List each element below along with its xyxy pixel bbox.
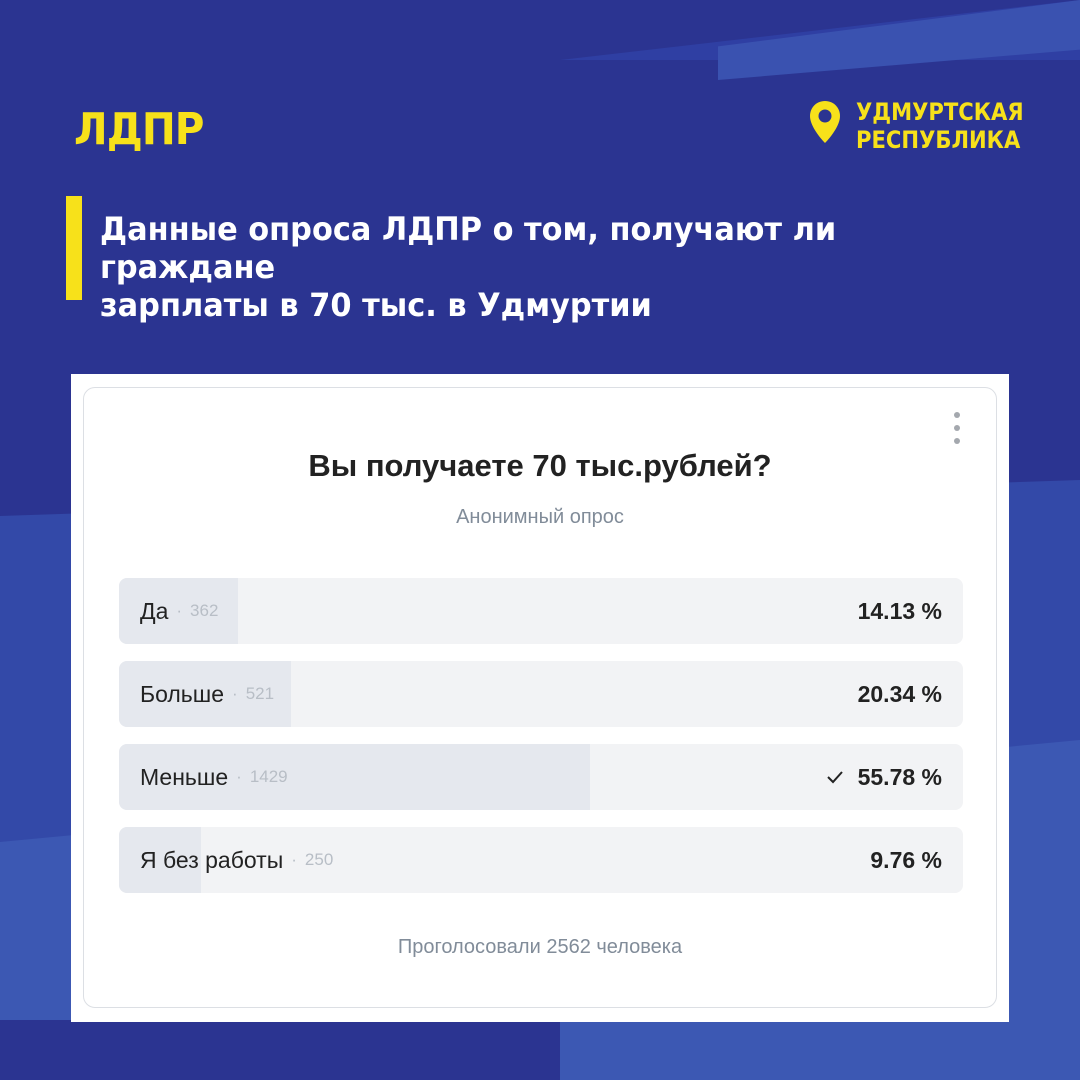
option-vote-count: 1429 xyxy=(236,767,288,787)
background-stripe xyxy=(718,0,1080,80)
option-label: Больше xyxy=(140,680,225,707)
region-name: УДМУРТСКАЯ РЕСПУБЛИКА xyxy=(856,98,1024,154)
checkmark-icon xyxy=(826,771,843,784)
option-vote-count: 250 xyxy=(291,850,333,870)
more-vertical-icon[interactable] xyxy=(950,412,964,444)
poll-title: Вы получаете 70 тыс.рублей? xyxy=(308,448,772,483)
region-line-1: УДМУРТСКАЯ xyxy=(856,98,1024,126)
headline-line-2: зарплаты в 70 тыс. в Удмуртии xyxy=(100,286,652,324)
option-result-bar xyxy=(119,827,202,893)
region-badge: УДМУРТСКАЯ РЕСПУБЛИКА xyxy=(808,98,1047,154)
poll-card: Вы получаете 70 тыс.рублей? Анонимный оп… xyxy=(83,387,997,1008)
poll-option-bolshe[interactable]: Больше 521 20.34 % xyxy=(119,661,963,727)
option-percent: 55.78 % xyxy=(857,763,942,790)
option-percent: 20.34 % xyxy=(857,680,942,707)
headline-accent-bar xyxy=(66,196,82,300)
option-vote-count: 521 xyxy=(232,684,274,704)
poll-options: Да 362 14.13 % Больше 521 20.34 % Меньше… xyxy=(119,578,963,910)
headline: Данные опроса ЛДПР о том, получают ли гр… xyxy=(100,210,1012,324)
option-result-bar xyxy=(119,744,590,810)
option-percent: 14.13 % xyxy=(857,597,942,624)
option-percent: 9.76 % xyxy=(870,846,942,873)
map-pin-icon xyxy=(810,101,840,143)
option-label: Да xyxy=(140,597,169,624)
region-line-2: РЕСПУБЛИКА xyxy=(856,126,1021,154)
poll-option-bez-raboty[interactable]: Я без работы 250 9.76 % xyxy=(119,827,963,893)
background-shape xyxy=(0,1020,560,1080)
ldpr-logo: ЛДПР xyxy=(74,104,204,155)
option-label: Меньше xyxy=(140,763,229,790)
option-vote-count: 362 xyxy=(176,601,218,621)
poll-subtitle: Анонимный опрос xyxy=(456,506,624,528)
option-label: Я без работы xyxy=(140,846,284,873)
poll-option-da[interactable]: Да 362 14.13 % xyxy=(119,578,963,644)
total-votes: Проголосовали 2562 человека xyxy=(397,936,683,958)
poll-option-menshe[interactable]: Меньше 1429 55.78 % xyxy=(119,744,963,810)
headline-line-1: Данные опроса ЛДПР о том, получают ли гр… xyxy=(100,210,837,286)
